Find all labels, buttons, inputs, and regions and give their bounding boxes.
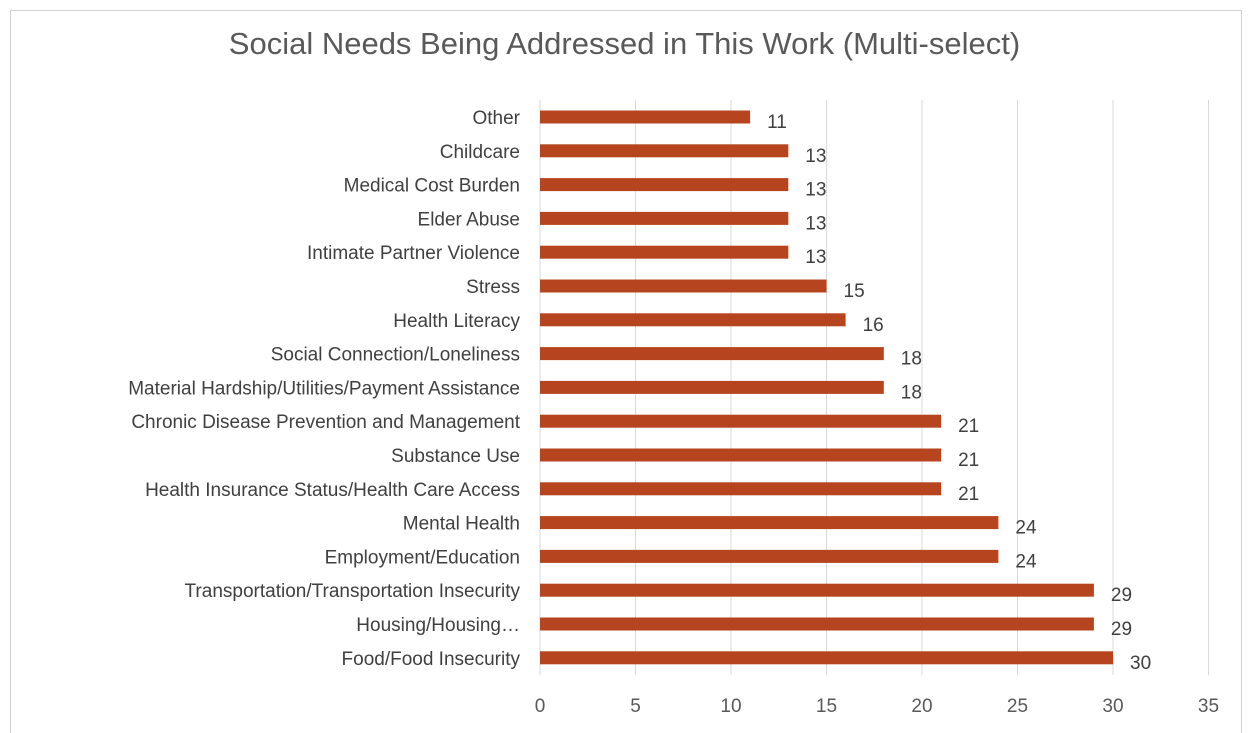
category-label: Other bbox=[472, 108, 520, 129]
bar bbox=[540, 380, 884, 394]
data-label: 24 bbox=[1015, 551, 1037, 572]
data-label: 30 bbox=[1130, 653, 1151, 674]
category-label: Childcare bbox=[440, 142, 520, 163]
category-label: Health Literacy bbox=[393, 311, 520, 332]
bar bbox=[540, 144, 789, 158]
labels: 0 5 10 15 20 25 30 35 Other 11 Childcare 13 Medical … bbox=[128, 108, 1219, 717]
chart-border bbox=[10, 10, 1242, 733]
data-label: 15 bbox=[844, 281, 865, 302]
x-tick-label: 15 bbox=[816, 696, 837, 717]
x-tick-label: 20 bbox=[911, 696, 932, 717]
category-label: Food/Food Insecurity bbox=[342, 649, 521, 670]
bar bbox=[540, 178, 789, 192]
category-label: Employment/Education bbox=[325, 547, 520, 568]
bar bbox=[540, 583, 1094, 597]
category-label: Chronic Disease Prevention and Managemen… bbox=[131, 412, 520, 433]
data-label: 21 bbox=[958, 450, 979, 471]
category-label: Stress bbox=[466, 277, 520, 298]
x-tick-label: 25 bbox=[1007, 696, 1028, 717]
x-tick-label: 5 bbox=[630, 696, 641, 717]
x-tick-label: 0 bbox=[535, 696, 546, 717]
data-label: 13 bbox=[805, 247, 826, 268]
bar bbox=[540, 549, 999, 563]
data-label: 18 bbox=[901, 349, 922, 370]
bar bbox=[540, 617, 1094, 631]
category-label: Transportation/Transportation Insecurity bbox=[185, 581, 521, 602]
bar bbox=[540, 313, 846, 327]
bar bbox=[540, 110, 751, 124]
x-tick-label: 30 bbox=[1102, 696, 1123, 717]
data-label: 21 bbox=[958, 484, 979, 505]
x-tick-label: 35 bbox=[1198, 696, 1219, 717]
bar bbox=[540, 516, 999, 530]
bar bbox=[540, 482, 942, 496]
category-label: Mental Health bbox=[403, 514, 520, 535]
bar bbox=[540, 211, 789, 225]
category-label: Social Connection/Loneliness bbox=[271, 345, 520, 366]
category-label: Intimate Partner Violence bbox=[307, 243, 520, 264]
bar bbox=[540, 651, 1113, 665]
x-tick-label: 10 bbox=[720, 696, 741, 717]
category-label: Housing/Housing… bbox=[356, 615, 520, 636]
data-label: 24 bbox=[1015, 518, 1037, 539]
bar bbox=[540, 279, 827, 293]
data-label: 16 bbox=[863, 315, 884, 336]
category-label: Medical Cost Burden bbox=[344, 176, 520, 197]
data-label: 13 bbox=[805, 146, 826, 167]
data-label: 29 bbox=[1111, 619, 1132, 640]
data-label: 13 bbox=[805, 213, 826, 234]
category-label: Elder Abuse bbox=[418, 209, 520, 230]
data-label: 29 bbox=[1111, 585, 1132, 606]
bar bbox=[540, 448, 942, 462]
bar bbox=[540, 245, 789, 259]
data-label: 18 bbox=[901, 382, 922, 403]
category-label: Substance Use bbox=[391, 446, 520, 467]
category-label: Health Insurance Status/Health Care Acce… bbox=[145, 480, 520, 501]
chart-title: Social Needs Being Addressed in This Wor… bbox=[228, 26, 1021, 61]
bar bbox=[540, 347, 884, 361]
bars bbox=[540, 110, 1113, 665]
data-label: 13 bbox=[805, 180, 826, 201]
bar bbox=[540, 414, 942, 428]
data-label: 11 bbox=[767, 112, 787, 133]
category-label: Material Hardship/Utilities/Payment Assi… bbox=[128, 378, 520, 399]
data-label: 21 bbox=[958, 416, 979, 437]
